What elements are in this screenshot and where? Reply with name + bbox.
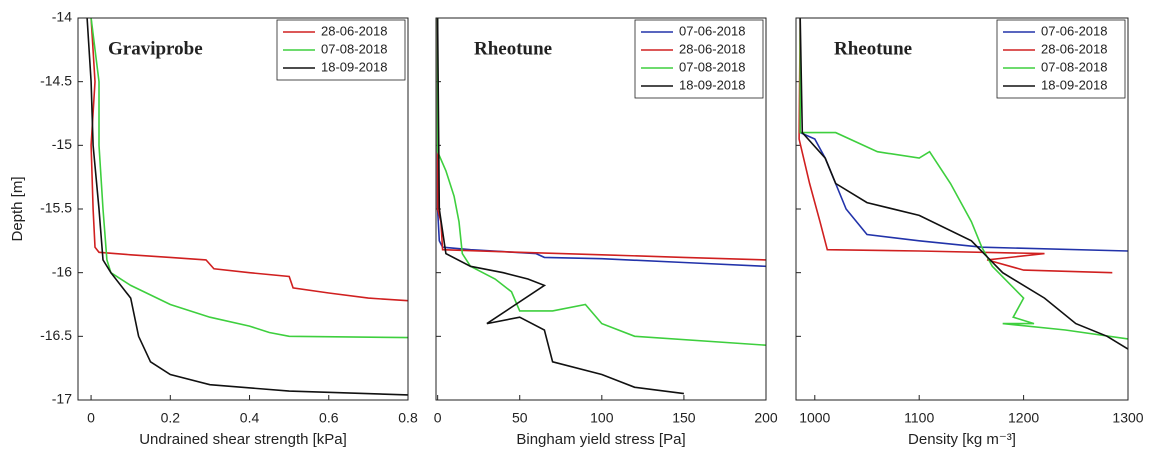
legend-label: 07-06-2018 — [1041, 23, 1108, 38]
x-tick-label: 0.8 — [398, 410, 418, 426]
legend-label: 07-06-2018 — [679, 23, 746, 38]
series-line — [799, 18, 1128, 340]
series-line — [436, 18, 766, 261]
legend-label: 18-09-2018 — [679, 77, 746, 92]
legend-label: 18-09-2018 — [321, 59, 388, 74]
panel-title: Graviprobe — [108, 38, 203, 59]
y-axis-label: Depth [m] — [9, 176, 26, 241]
x-tick-label: 1300 — [1112, 410, 1143, 426]
x-tick-label: 0 — [87, 410, 95, 426]
legend-label: 07-08-2018 — [321, 41, 388, 56]
x-tick-label: 1100 — [904, 410, 934, 426]
series-line — [436, 18, 766, 346]
y-tick-label: -16.5 — [40, 327, 72, 343]
legend-label: 28-06-2018 — [1041, 41, 1108, 56]
legend-label: 18-09-2018 — [1041, 77, 1108, 92]
plot-frame — [435, 17, 767, 401]
x-tick-label: 1000 — [799, 410, 830, 426]
series-line — [436, 18, 685, 395]
legend-box — [996, 19, 1126, 99]
x-tick-label: 50 — [512, 410, 528, 426]
y-tick-label: -14.5 — [40, 72, 72, 88]
y-tick-label: -15.5 — [40, 200, 72, 216]
x-axis-label: Density [kg m⁻³] — [908, 431, 1016, 448]
y-tick-label: -17 — [52, 391, 72, 407]
panel-title: Rheotune — [474, 38, 552, 59]
x-tick-label: 0.2 — [161, 410, 181, 426]
legend-label: 28-06-2018 — [679, 41, 746, 56]
plot-frame — [77, 17, 409, 401]
x-axis-label: Bingham yield stress [Pa] — [516, 431, 685, 448]
legend-label: 28-06-2018 — [321, 23, 388, 38]
series-line — [90, 18, 408, 339]
x-tick-label: 0 — [434, 410, 442, 426]
x-tick-label: 0.6 — [319, 410, 339, 426]
legend-box — [634, 19, 764, 99]
series-line — [90, 18, 408, 302]
y-tick-label: -14 — [52, 9, 72, 25]
y-tick-label: -16 — [52, 263, 72, 279]
series-line — [86, 18, 408, 396]
series-line — [798, 18, 1113, 274]
plot-frame — [795, 17, 1129, 401]
x-tick-label: 0.4 — [240, 410, 260, 426]
x-tick-label: 1200 — [1008, 410, 1039, 426]
legend-label: 07-08-2018 — [679, 59, 746, 74]
legend-label: 07-08-2018 — [1041, 59, 1108, 74]
y-tick-label: -15 — [52, 136, 72, 152]
series-line — [799, 18, 1128, 350]
x-tick-label: 150 — [672, 410, 696, 426]
x-axis-label: Undrained shear strength [kPa] — [139, 431, 347, 448]
x-tick-label: 200 — [754, 410, 778, 426]
x-tick-label: 100 — [590, 410, 614, 426]
panel-title: Rheotune — [834, 38, 912, 59]
